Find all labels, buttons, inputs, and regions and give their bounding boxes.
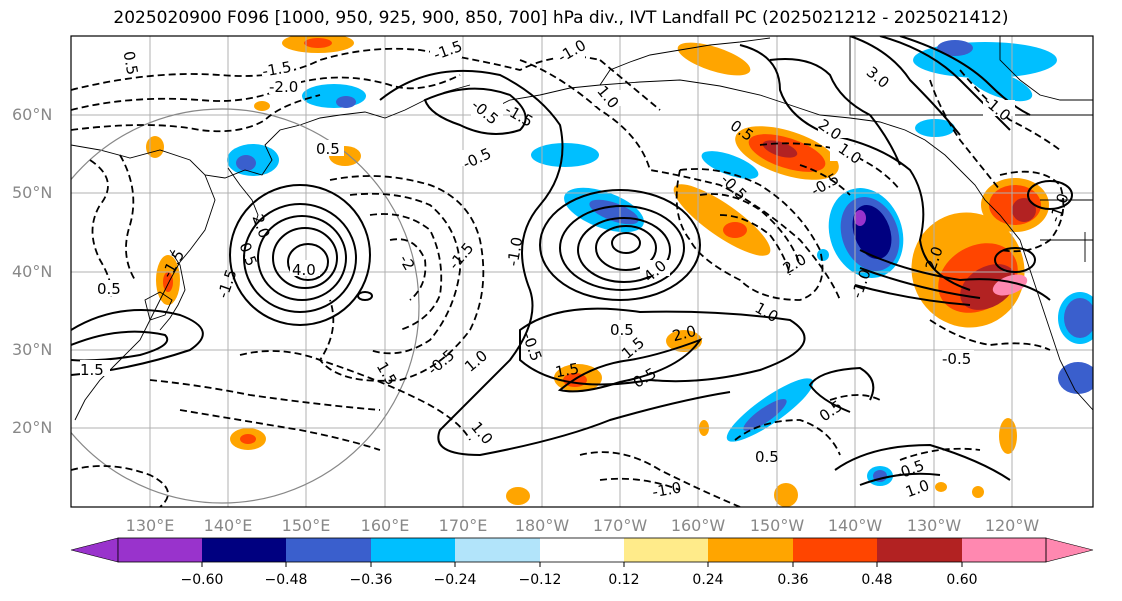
lon-label: 140°E — [203, 516, 253, 535]
colorbar-tick-label: 0.24 — [692, 572, 724, 588]
colorbar-tick-label: −0.48 — [264, 572, 308, 588]
lon-label: 160°W — [670, 516, 726, 535]
figure-title: 2025020900 F096 [1000, 950, 925, 900, 85… — [113, 8, 1009, 28]
lon-label: 130°E — [125, 516, 175, 535]
colorbar-tick-label: −0.36 — [349, 572, 393, 588]
lon-label: 150°W — [749, 516, 805, 535]
lon-label: 160°E — [360, 516, 410, 535]
lon-label: 120°W — [984, 516, 1040, 535]
lon-label: 140°W — [827, 516, 883, 535]
lat-label: 60°N — [12, 105, 53, 124]
contour-label: 0.5 — [97, 280, 121, 298]
lon-label: 150°E — [281, 516, 331, 535]
colorbar-tick-label: −0.24 — [433, 572, 477, 588]
contour-label: 4.0 — [292, 261, 316, 279]
colorbar-tick-label: −0.60 — [180, 572, 224, 588]
contour-label: 1.5 — [80, 361, 104, 379]
lat-label: 20°N — [12, 418, 53, 437]
contour-label: -2.0 — [269, 78, 298, 96]
contour-label: 0.5 — [316, 140, 340, 158]
contour-label: -1.0 — [504, 236, 527, 268]
colorbar-tick-label: 0.48 — [861, 572, 893, 588]
contour-label: 0.5 — [610, 321, 634, 339]
region-circle — [71, 108, 420, 504]
lon-label: 130°W — [906, 516, 962, 535]
contour-label: 1.5 — [554, 359, 581, 381]
colorbar-tick-label: 0.36 — [777, 572, 809, 588]
colorbar-tick-label: 0.12 — [608, 572, 640, 588]
contour-label: -1.0 — [651, 478, 683, 501]
lon-label: 170°W — [592, 516, 648, 535]
lat-label: 40°N — [12, 262, 53, 281]
coastlines — [71, 36, 1093, 421]
contour-label: -1.5 — [261, 58, 293, 81]
contour-label: -0.5 — [942, 350, 971, 368]
lat-label: 50°N — [12, 183, 53, 202]
lat-label: 30°N — [12, 340, 53, 359]
colorbar-tick-label: 0.60 — [946, 572, 978, 588]
colorbar — [70, 537, 1094, 567]
colorbar-tick-label: −0.12 — [518, 572, 562, 588]
lon-label: 170°E — [438, 516, 488, 535]
contour-label: 0.5 — [755, 448, 779, 466]
plot-frame — [70, 35, 1094, 508]
positive-contours — [71, 36, 1073, 486]
contour-label: 0.5 — [120, 50, 142, 77]
lon-label: 180°W — [514, 516, 570, 535]
contour-label: 2.0 — [670, 322, 698, 346]
